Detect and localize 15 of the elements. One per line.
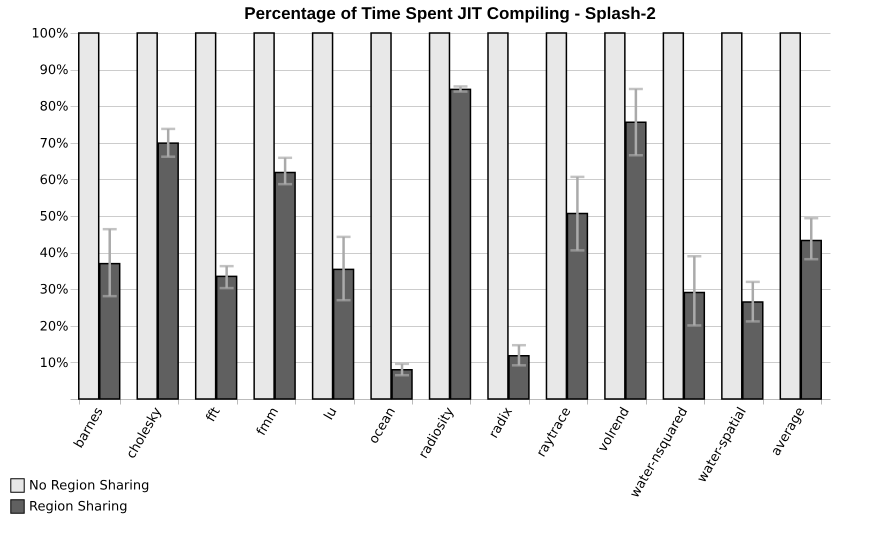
x-tick-label: lu <box>322 405 341 423</box>
legend-label: No Region Sharing <box>29 478 150 494</box>
y-tick-label: 90% <box>40 63 68 78</box>
chart-title: Percentage of Time Spent JIT Compiling - Splash-2 <box>244 4 656 23</box>
y-tick-label: 50% <box>40 210 68 224</box>
legend-label: Region Sharing <box>29 500 128 514</box>
y-tick-label: 70% <box>40 136 68 152</box>
x-tick-label: fft <box>204 405 224 425</box>
y-tick-label: 40% <box>40 246 68 262</box>
y-tick-label: 20% <box>40 319 68 334</box>
y-tick-label: 100% <box>31 26 68 42</box>
y-tick-label: 80% <box>40 100 68 115</box>
y-tick-label: 10% <box>40 356 68 371</box>
y-tick-label: 60% <box>40 172 68 188</box>
y-tick-label: 30% <box>40 282 68 298</box>
